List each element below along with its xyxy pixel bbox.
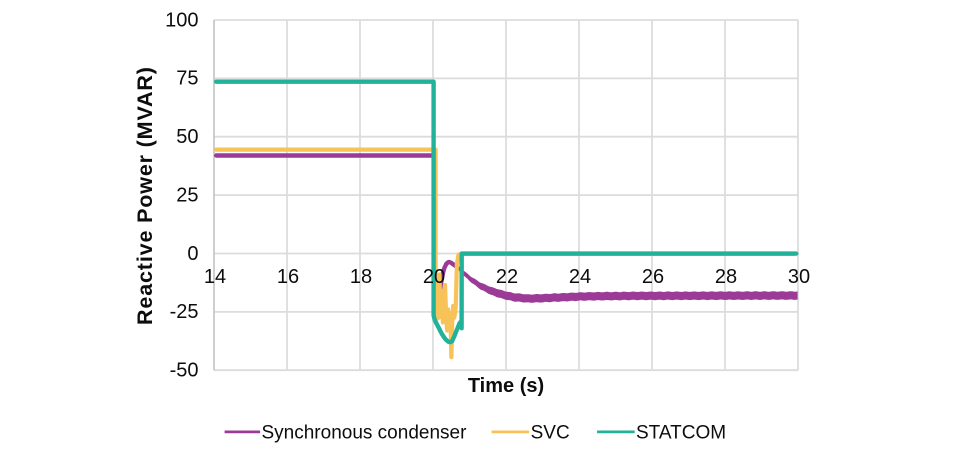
svg-text:Synchronous condenser: Synchronous condenser [262, 422, 468, 443]
svg-text:22: 22 [496, 266, 518, 288]
svg-text:28: 28 [715, 266, 737, 288]
svg-text:25: 25 [176, 184, 198, 206]
svg-text:20: 20 [423, 266, 445, 288]
svg-text:Time (s): Time (s) [468, 375, 544, 397]
svg-text:26: 26 [642, 266, 664, 288]
svg-text:0: 0 [187, 243, 198, 265]
svg-text:SVC: SVC [531, 422, 570, 443]
svg-text:75: 75 [176, 68, 198, 90]
svg-text:16: 16 [277, 266, 299, 288]
svg-text:-50: -50 [170, 360, 199, 382]
svg-text:-25: -25 [170, 301, 199, 323]
svg-text:100: 100 [165, 9, 198, 31]
svg-text:STATCOM: STATCOM [636, 422, 726, 443]
svg-text:Reactive Power (MVAR): Reactive Power (MVAR) [133, 66, 157, 325]
svg-text:14: 14 [204, 266, 226, 288]
svg-text:30: 30 [788, 266, 810, 288]
svg-text:50: 50 [176, 126, 198, 148]
svg-text:24: 24 [569, 266, 591, 288]
svg-text:18: 18 [350, 266, 372, 288]
